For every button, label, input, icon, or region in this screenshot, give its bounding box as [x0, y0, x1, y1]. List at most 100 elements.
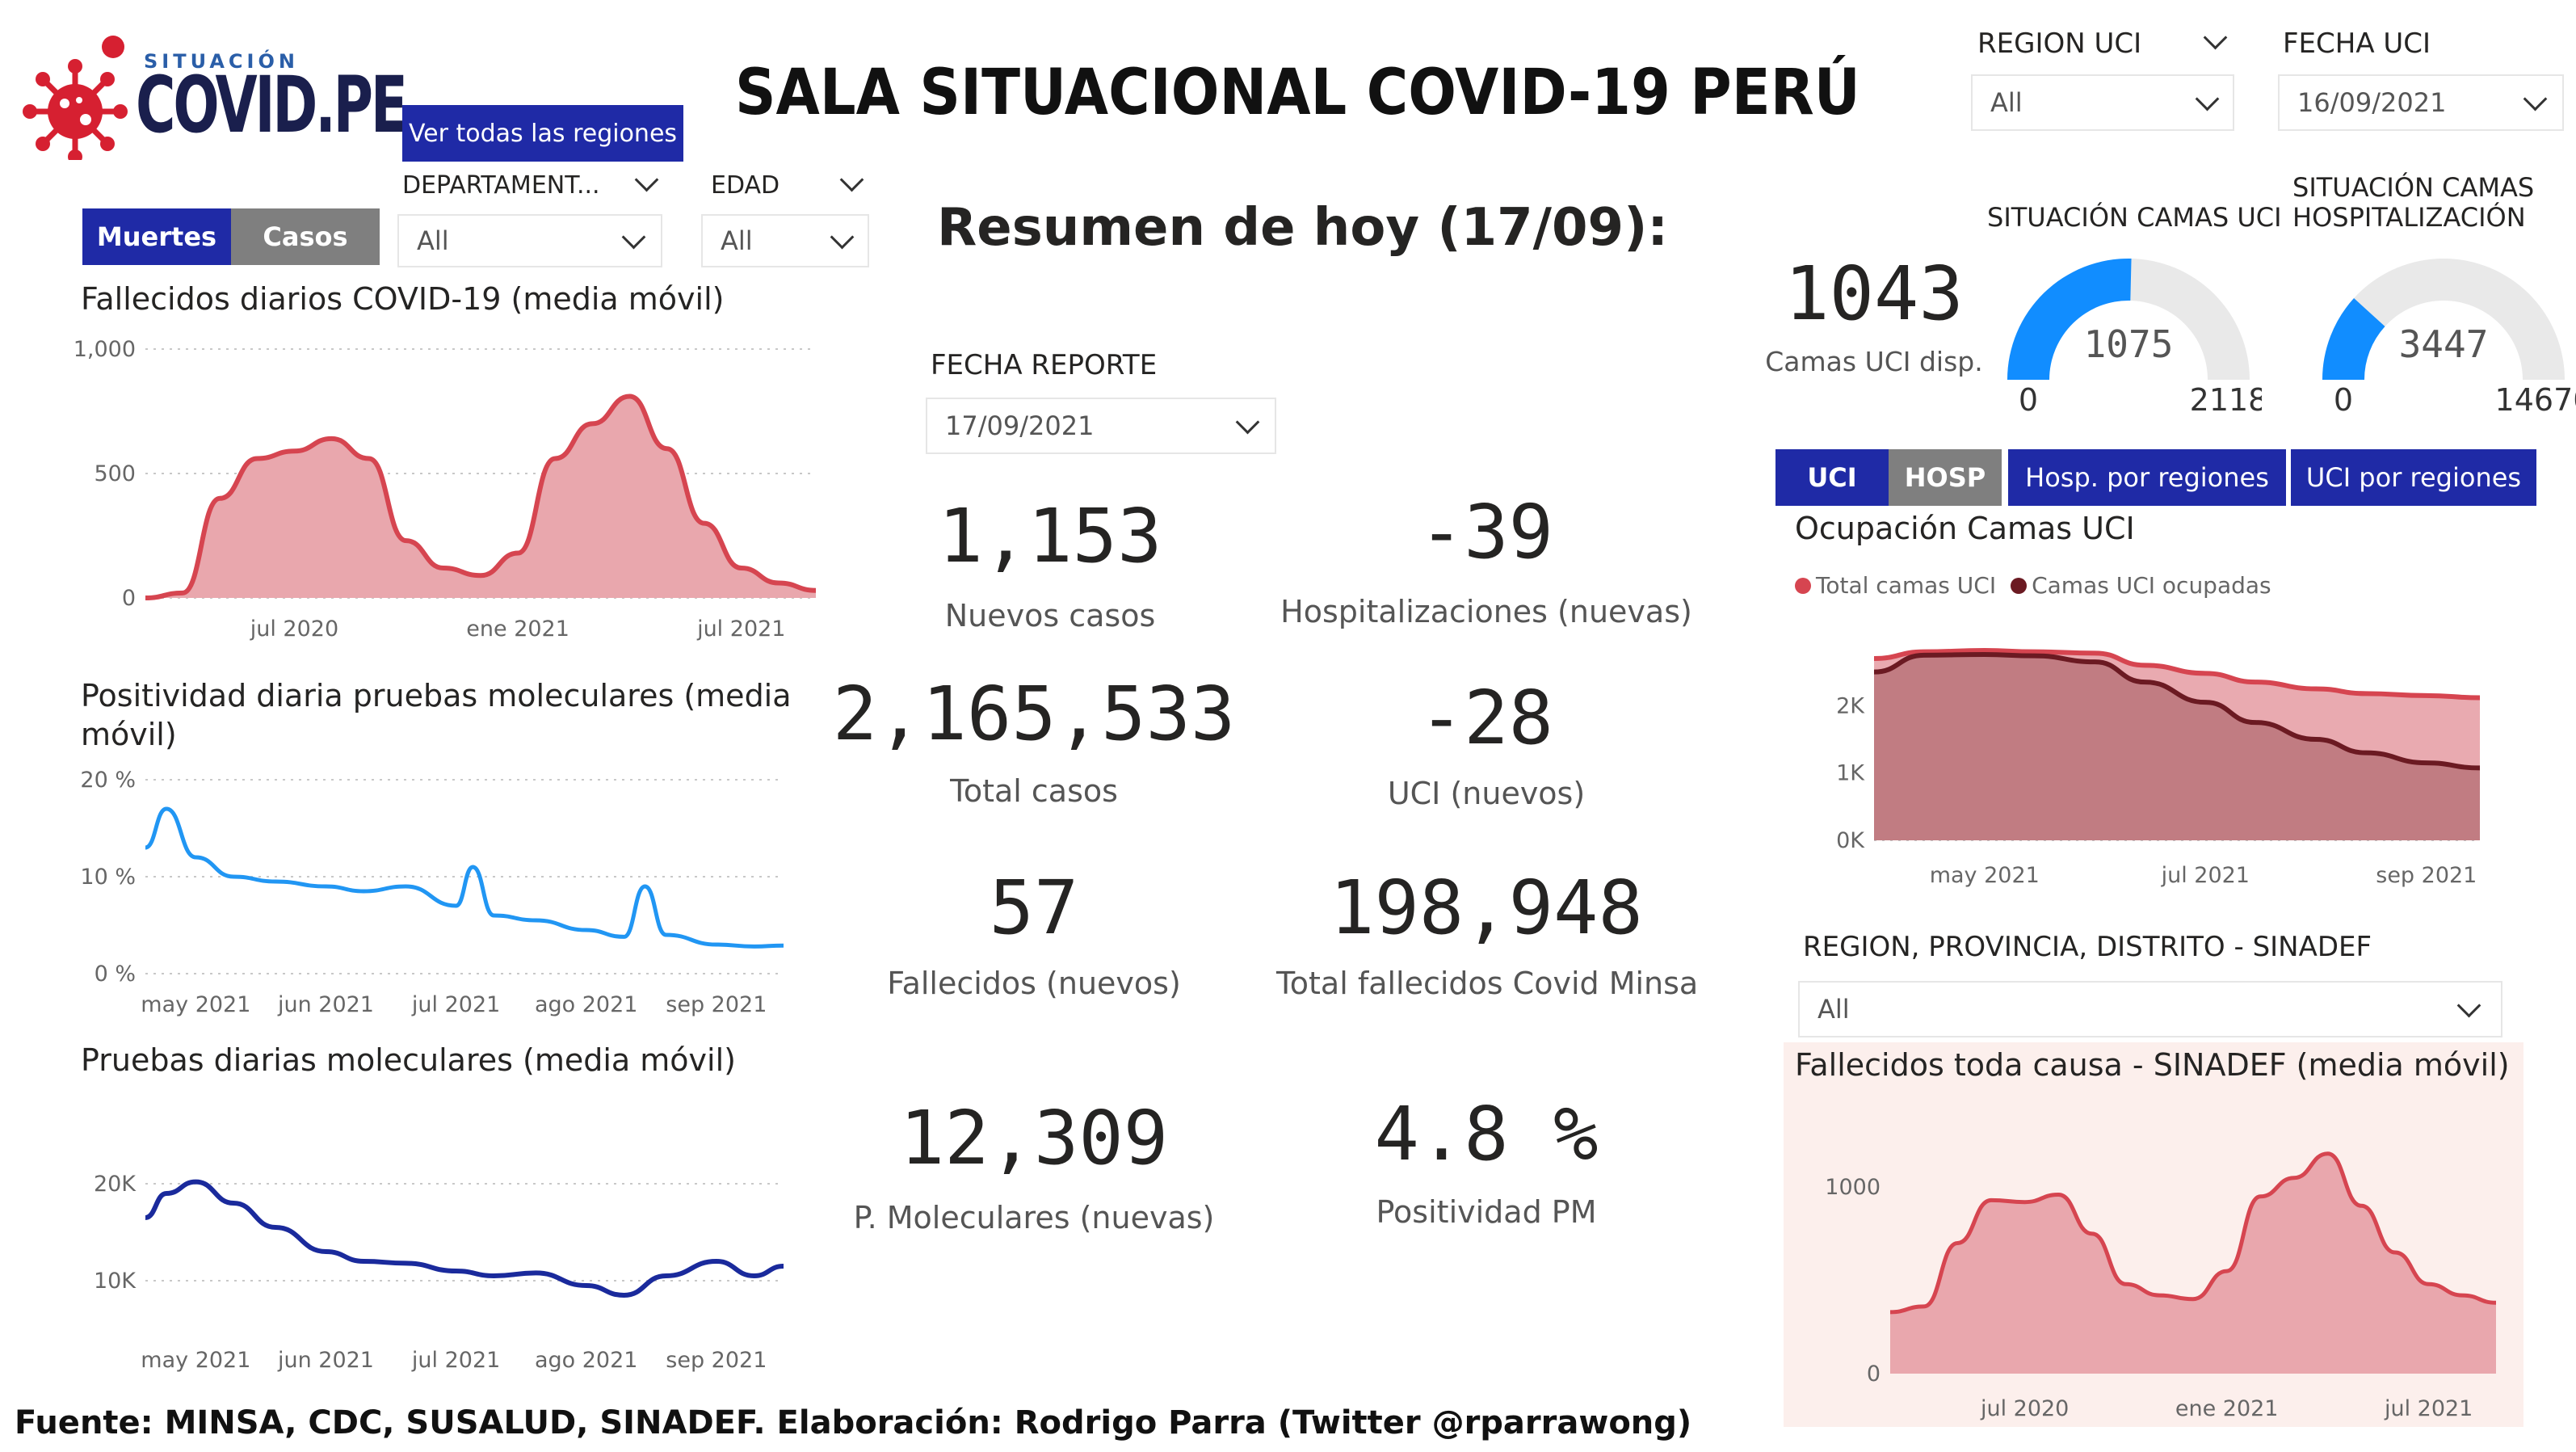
chevron-down-icon [830, 225, 855, 250]
x-tick-label: may 2021 [141, 1348, 250, 1373]
gauge-hosp: 3447 0 14670 [2322, 259, 2576, 412]
tab-uci[interactable]: UCI [1775, 449, 1889, 506]
chart-tests-title: Pruebas diarias moleculares (media móvil… [81, 1042, 736, 1078]
chart-sinadef: 1000 0 jul 2020 ene 2021 jul 2021 [1825, 1151, 2497, 1421]
series-area [145, 396, 816, 598]
kpi-new-cases-value: 1,153 [938, 493, 1162, 579]
kpi-new-cases-label: Nuevos casos [944, 598, 1156, 633]
chart-icu-occupancy: 2K 1K 0K may 2021 jul 2021 sep 2021 [1836, 647, 2481, 888]
kpi-positivity-label: Positividad PM [1376, 1194, 1597, 1230]
series-line [1889, 1151, 2497, 1315]
icu-available-value: 1043 [1784, 250, 1964, 337]
chart-icu-legend: Total camas UCI Camas UCI ocupadas [1795, 572, 2271, 599]
gauge-min-label: 0 [2334, 382, 2353, 412]
legend-occupied-label: Camas UCI ocupadas [2032, 572, 2271, 599]
legend-occupied-swatch [2011, 577, 2028, 594]
chart-positivity-title: Positividad diaria pruebas moleculares (… [81, 678, 792, 752]
kpi-total-deaths-value: 198,948 [1330, 865, 1643, 951]
region-uci-chevron-icon[interactable] [2203, 25, 2228, 50]
x-tick-label: jul 2021 [2161, 863, 2250, 888]
y-tick-label: 500 [94, 461, 136, 486]
region-uci-label: REGION UCI [1977, 27, 2142, 60]
gauge-uci-title: SITUACIÓN CAMAS UCI [1987, 202, 2282, 233]
gauge-hosp-title-line2: HOSPITALIZACIÓN [2292, 201, 2526, 233]
kpi-positivity-value: 4.8 % [1374, 1091, 1599, 1177]
chart-molecular-tests: 20K 10K may 2021 jun 2021 jul 2021 ago 2021 se… [94, 1172, 784, 1373]
edad-dropdown[interactable]: All [701, 214, 869, 267]
chart-deaths-title: Fallecidos diarios COVID-19 (media móvil… [81, 281, 725, 317]
series-area [1890, 1153, 2496, 1374]
sinadef-label: REGION, PROVINCIA, DISTRITO - SINADEF [1803, 931, 2372, 963]
gauge-min-label: 0 [2019, 382, 2038, 412]
x-tick-label: sep 2021 [2376, 863, 2477, 888]
x-tick-label: may 2021 [141, 992, 250, 1017]
chevron-down-icon [2523, 86, 2548, 112]
gauge-max-label: 2118 [2190, 382, 2262, 412]
tab-hosp[interactable]: HOSP [1889, 449, 2002, 506]
legend-total-label: Total camas UCI [1816, 572, 1997, 599]
departamento-dropdown[interactable]: All [397, 214, 662, 267]
icu-available-label: Camas UCI disp. [1765, 346, 1983, 377]
chart-deaths-daily: 1,000 500 0 jul 2020 ene 2021 jul 2021 [74, 337, 817, 642]
page-title: SALA SITUACIONAL COVID-19 PERÚ [735, 57, 1860, 129]
sinadef-value: All [1817, 994, 1850, 1025]
x-tick-label: jul 2021 [411, 1348, 500, 1373]
departamento-value: All [417, 225, 449, 256]
x-tick-label: jul 2020 [1980, 1396, 2069, 1421]
kpi-deaths-new-label: Fallecidos (nuevos) [887, 966, 1181, 1001]
kpi-molecular-tests-label: P. Moleculares (nuevas) [853, 1200, 1215, 1235]
kpi-total-cases-label: Total casos [950, 773, 1118, 809]
y-tick-label: 10 % [80, 865, 136, 890]
toggle-muertes-button[interactable]: Muertes [82, 208, 231, 265]
fecha-uci-dropdown[interactable]: 16/09/2021 [2278, 74, 2564, 131]
x-tick-label: jul 2021 [2384, 1396, 2473, 1421]
y-tick-label: 20 % [80, 768, 136, 793]
x-tick-label: ago 2021 [535, 1348, 638, 1373]
y-tick-label: 1K [1836, 761, 1865, 786]
y-tick-label: 0K [1836, 828, 1865, 853]
y-tick-label: 0 [1867, 1362, 1881, 1387]
series-line [145, 394, 817, 600]
kpi-icu-new-label: UCI (nuevos) [1387, 776, 1586, 811]
tab-uci-por-regiones[interactable]: UCI por regiones [2291, 449, 2536, 506]
summary-title: Resumen de hoy (17/09): [937, 198, 1668, 258]
y-tick-label: 1000 [1825, 1175, 1881, 1200]
x-tick-label: ene 2021 [466, 617, 569, 642]
toggle-casos-button[interactable]: Casos [231, 208, 380, 265]
departamento-label: DEPARTAMENT... [402, 171, 600, 200]
x-tick-label: jun 2021 [277, 992, 374, 1017]
y-tick-label: 0 % [95, 962, 136, 987]
gauge-fill [2322, 298, 2385, 380]
chart-icu-occupancy-title: Ocupación Camas UCI [1795, 511, 2135, 546]
x-tick-label: may 2021 [1930, 863, 2040, 888]
x-tick-label: ene 2021 [2175, 1396, 2279, 1421]
edad-chevron-icon[interactable] [839, 167, 864, 192]
kpi-hospitalizations-value: -39 [1418, 489, 1554, 575]
series-line [1873, 647, 2481, 701]
kpi-molecular-tests-value: 12,309 [899, 1095, 1169, 1181]
sinadef-dropdown[interactable]: All [1798, 981, 2502, 1037]
series-area [1874, 654, 2480, 840]
x-tick-label: jul 2020 [250, 617, 338, 642]
departamento-chevron-icon[interactable] [634, 167, 659, 192]
y-tick-label: 10K [94, 1269, 137, 1294]
edad-value: All [721, 225, 753, 256]
footer-source: Fuente: MINSA, CDC, SUSALUD, SINADEF. El… [15, 1404, 1692, 1441]
x-tick-label: jul 2021 [411, 992, 500, 1017]
kpi-deaths-new-value: 57 [989, 865, 1079, 951]
kpi-icu-new-value: -28 [1418, 675, 1554, 761]
fecha-reporte-dropdown[interactable]: 17/09/2021 [926, 398, 1276, 454]
logo-subtitle: SITUACIÓN [144, 50, 299, 73]
y-tick-label: 0 [122, 586, 136, 611]
edad-label: EDAD [711, 171, 780, 200]
view-all-regions-button[interactable]: Ver todas las regiones [402, 105, 683, 162]
tab-hosp-por-regiones[interactable]: Hosp. por regiones [2008, 449, 2286, 506]
x-tick-label: jul 2021 [696, 617, 785, 642]
region-uci-dropdown[interactable]: All [1971, 74, 2234, 131]
chevron-down-icon [1235, 410, 1260, 435]
chevron-down-icon [2195, 86, 2220, 112]
gauge-value-label: 3447 [2399, 322, 2489, 366]
virus-logo-icon [23, 36, 128, 160]
kpi-total-deaths-label: Total fallecidos Covid Minsa [1276, 966, 1699, 1001]
fecha-uci-value: 16/09/2021 [2297, 87, 2447, 118]
